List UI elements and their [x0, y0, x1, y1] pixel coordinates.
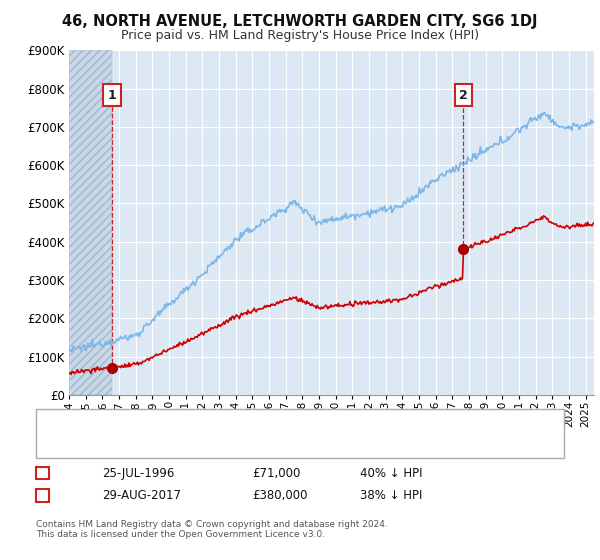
- Text: Price paid vs. HM Land Registry's House Price Index (HPI): Price paid vs. HM Land Registry's House …: [121, 29, 479, 42]
- Text: 46, NORTH AVENUE, LETCHWORTH GARDEN CITY, SG6 1DJ (detached house): 46, NORTH AVENUE, LETCHWORTH GARDEN CITY…: [87, 418, 505, 428]
- Text: 29-AUG-2017: 29-AUG-2017: [102, 489, 181, 502]
- Text: 2: 2: [459, 88, 468, 102]
- Text: 25-JUL-1996: 25-JUL-1996: [102, 466, 175, 480]
- Text: 46, NORTH AVENUE, LETCHWORTH GARDEN CITY, SG6 1DJ: 46, NORTH AVENUE, LETCHWORTH GARDEN CITY…: [62, 14, 538, 29]
- Text: 1: 1: [39, 468, 46, 478]
- Text: Contains HM Land Registry data © Crown copyright and database right 2024.
This d: Contains HM Land Registry data © Crown c…: [36, 520, 388, 539]
- Text: HPI: Average price, detached house, North Hertfordshire: HPI: Average price, detached house, Nort…: [87, 439, 396, 449]
- Text: £71,000: £71,000: [252, 466, 301, 480]
- Bar: [69, 50, 112, 395]
- Text: 1: 1: [107, 88, 116, 102]
- Text: 40% ↓ HPI: 40% ↓ HPI: [360, 466, 422, 480]
- Text: 38% ↓ HPI: 38% ↓ HPI: [360, 489, 422, 502]
- Text: £380,000: £380,000: [252, 489, 308, 502]
- Text: 2: 2: [39, 491, 46, 501]
